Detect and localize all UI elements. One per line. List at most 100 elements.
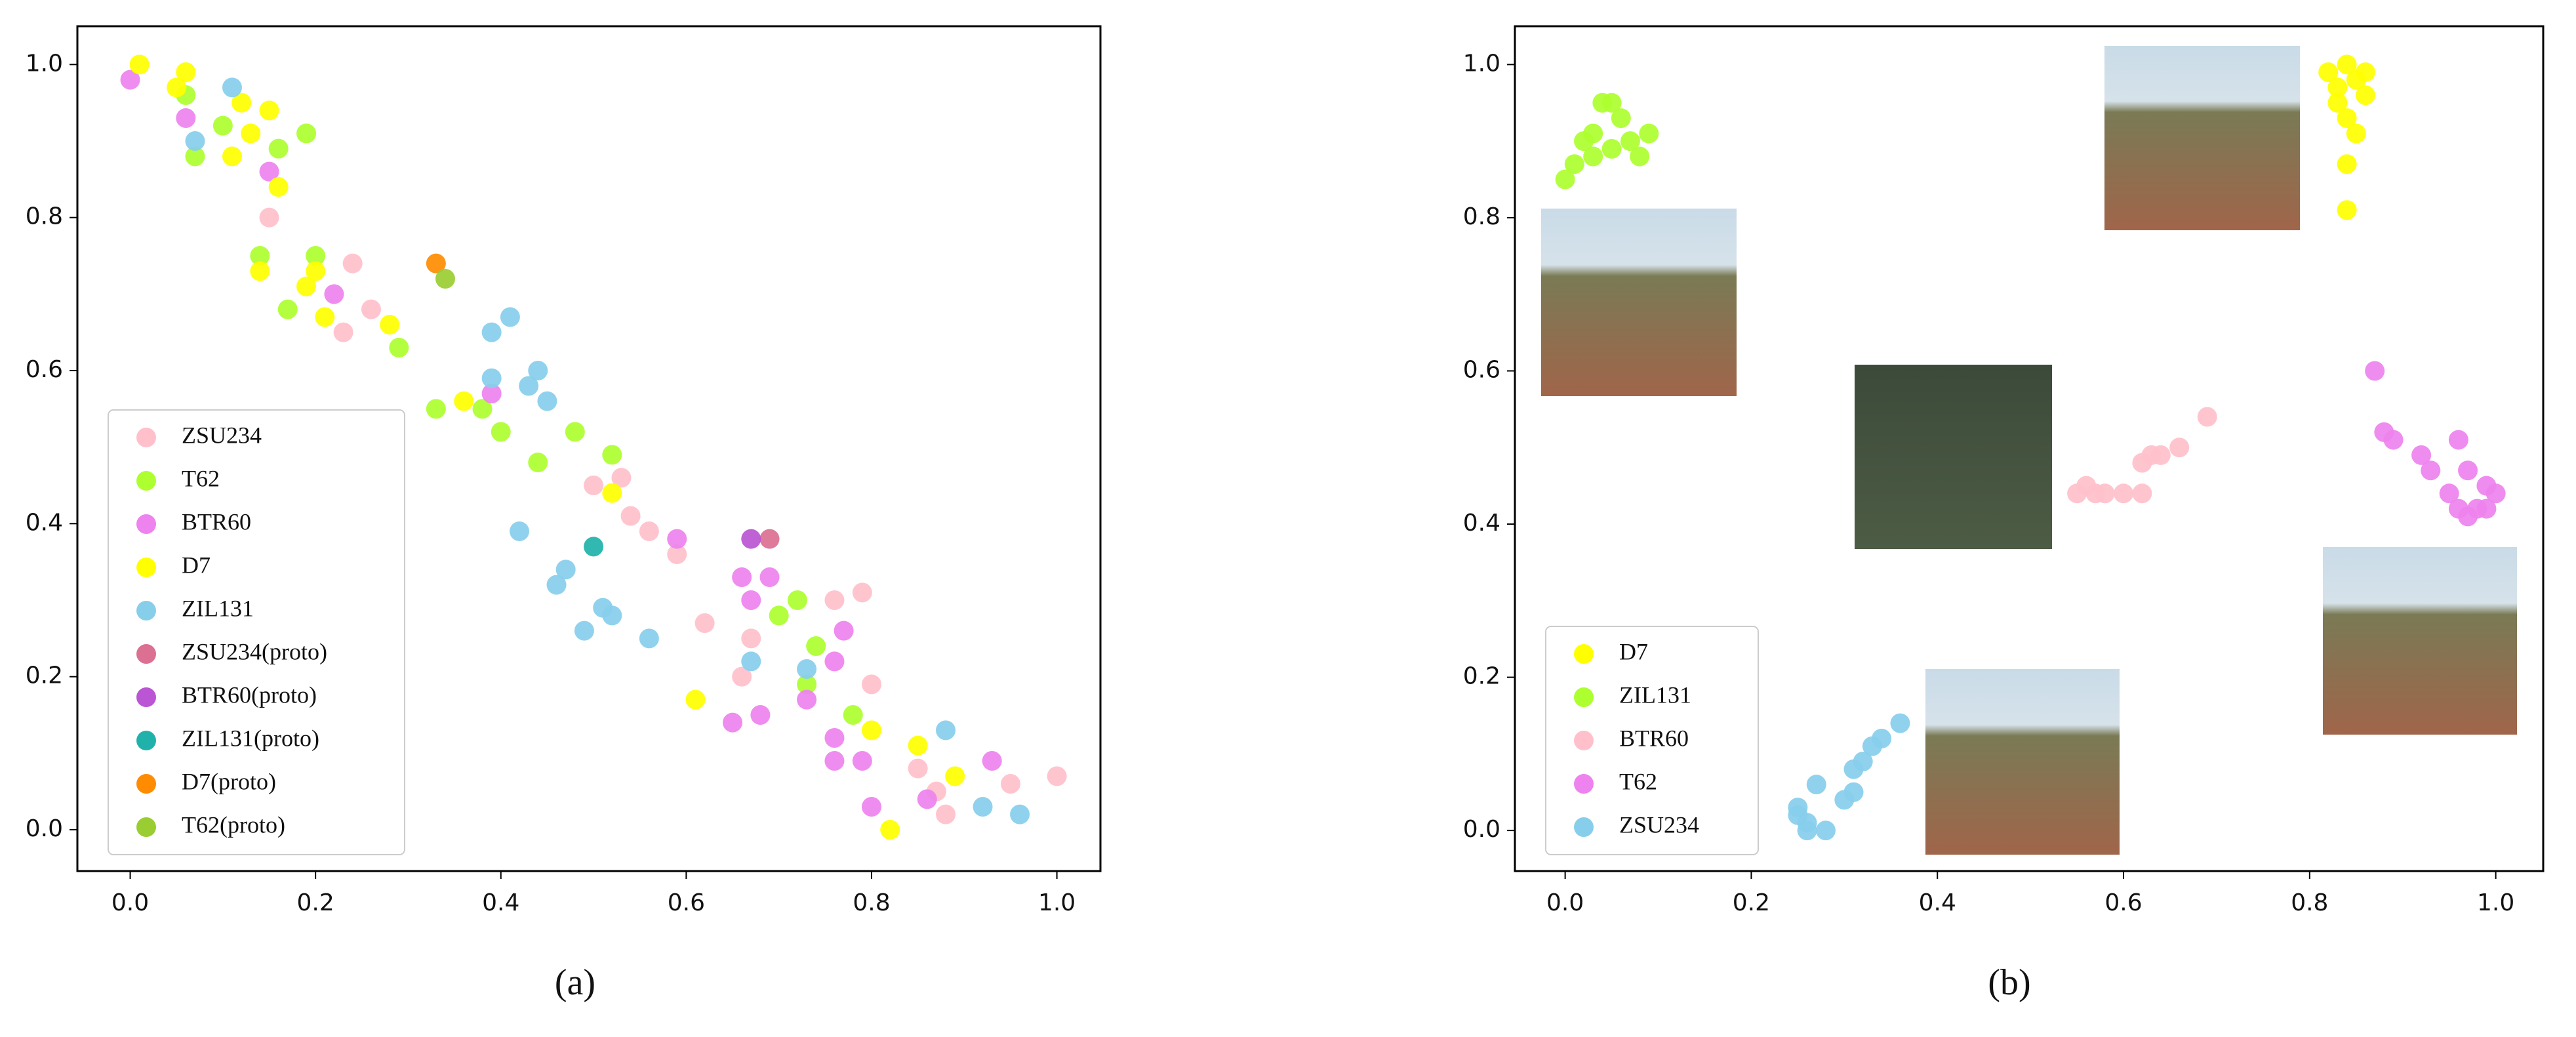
point: [259, 207, 279, 228]
x-tick-label: 0.6: [2104, 889, 2142, 916]
point: [936, 804, 956, 824]
point: [1601, 138, 1622, 159]
legend-label: ZSU234(proto): [182, 638, 327, 664]
x-tick-label: 0.6: [668, 889, 705, 916]
legend-label: ZIL131(proto): [182, 725, 319, 751]
point: [176, 62, 196, 82]
point: [454, 391, 474, 411]
point: [861, 797, 881, 817]
point: [2169, 437, 2190, 458]
point: [787, 590, 807, 610]
point: [824, 651, 845, 672]
point: [584, 537, 604, 557]
point: [1630, 146, 1650, 167]
point: [528, 453, 548, 472]
point: [824, 751, 845, 771]
point: [1010, 804, 1030, 824]
point: [1611, 108, 1631, 129]
legend-label: ZSU234: [182, 422, 262, 448]
point: [750, 705, 771, 725]
point: [481, 322, 502, 342]
point: [2439, 483, 2459, 504]
point: [2476, 498, 2497, 519]
x-tick-label: 0.2: [297, 889, 334, 916]
point: [2318, 62, 2339, 83]
legend-label: D7: [1619, 638, 1648, 664]
legend-marker: [136, 644, 156, 664]
point: [185, 146, 205, 167]
y-tick-label: 1.0: [26, 50, 63, 77]
point: [685, 689, 706, 710]
point: [908, 758, 928, 779]
point: [296, 123, 317, 144]
point: [1620, 131, 1640, 152]
point: [324, 284, 344, 304]
legend-marker: [136, 428, 156, 447]
point: [797, 674, 817, 695]
point: [250, 261, 270, 281]
point: [212, 115, 233, 136]
point: [306, 261, 326, 281]
x-tick-label: 0.4: [1919, 889, 1956, 916]
point: [167, 77, 187, 98]
point: [806, 636, 826, 656]
point: [797, 659, 817, 679]
point: [1872, 728, 1892, 748]
point: [880, 820, 900, 840]
point: [639, 521, 659, 541]
point: [602, 445, 622, 465]
y-tick-label: 1.0: [1463, 50, 1500, 77]
point: [852, 751, 872, 771]
y-tick-label: 0.0: [26, 815, 63, 842]
point: [2337, 154, 2357, 174]
point: [741, 651, 761, 672]
point: [2485, 483, 2506, 504]
point: [277, 299, 298, 319]
point: [2114, 483, 2134, 504]
legend-marker: [136, 601, 156, 620]
point: [296, 276, 317, 296]
point: [565, 422, 585, 442]
point: [546, 575, 567, 595]
point: [917, 789, 937, 809]
point: [602, 605, 622, 626]
point: [2132, 483, 2152, 504]
legend-label: ZIL131: [1619, 681, 1691, 708]
point: [732, 567, 752, 587]
point: [861, 674, 881, 695]
legend-label: BTR60(proto): [182, 681, 317, 708]
point: [1583, 123, 1603, 144]
legend-marker: [1574, 687, 1594, 707]
y-tick-label: 0.6: [26, 356, 63, 383]
point: [500, 307, 520, 327]
point: [797, 689, 817, 710]
legend-marker: [136, 471, 156, 491]
point: [611, 468, 632, 488]
y-tick-label: 0.2: [1463, 663, 1500, 690]
point: [426, 399, 446, 419]
legend-box: [1545, 626, 1759, 855]
point: [2458, 460, 2478, 481]
legend-marker: [1574, 731, 1594, 750]
point: [852, 582, 872, 603]
point: [667, 529, 687, 549]
point: [584, 476, 604, 495]
point: [834, 620, 854, 641]
point: [120, 70, 140, 90]
y-tick-label: 0.8: [1463, 203, 1500, 230]
legend-marker: [136, 817, 156, 837]
plot-frame: [76, 25, 1102, 872]
point: [380, 315, 400, 335]
point: [176, 108, 196, 128]
legend-label: ZSU234: [1619, 811, 1699, 838]
y-tick-label: 0.8: [26, 203, 63, 230]
point: [1797, 821, 1817, 841]
vehicle-photo: [2323, 547, 2517, 735]
legend-marker: [136, 687, 156, 707]
point: [2458, 506, 2478, 527]
legend-marker: [1574, 774, 1594, 794]
legend-marker: [136, 558, 156, 577]
y-tick-label: 0.6: [1463, 356, 1500, 383]
legend-box: [108, 409, 405, 855]
